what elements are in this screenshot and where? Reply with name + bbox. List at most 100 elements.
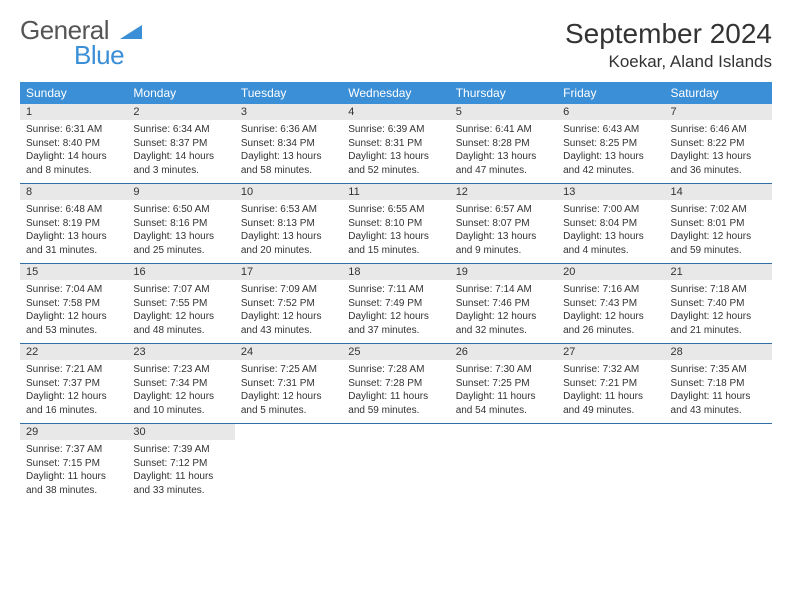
calendar-day: 10Sunrise: 6:53 AMSunset: 8:13 PMDayligh… [235,184,342,264]
day-details: Sunrise: 7:30 AMSunset: 7:25 PMDaylight:… [450,360,557,423]
day-number: 11 [342,184,449,200]
sunrise: Sunrise: 7:11 AM [348,283,443,297]
day-details: Sunrise: 7:37 AMSunset: 7:15 PMDaylight:… [20,440,127,503]
day-number: 17 [235,264,342,280]
day-number: 13 [557,184,664,200]
day-number: 23 [127,344,234,360]
sunrise: Sunrise: 7:04 AM [26,283,121,297]
weekday-header: Friday [557,82,664,104]
day-number: 30 [127,424,234,440]
day-details: Sunrise: 7:28 AMSunset: 7:28 PMDaylight:… [342,360,449,423]
day-number: 2 [127,104,234,120]
sunrise: Sunrise: 7:37 AM [26,443,121,457]
day-details: Sunrise: 7:14 AMSunset: 7:46 PMDaylight:… [450,280,557,343]
sunrise: Sunrise: 7:32 AM [563,363,658,377]
calendar-day: 13Sunrise: 7:00 AMSunset: 8:04 PMDayligh… [557,184,664,264]
calendar-day: 22Sunrise: 7:21 AMSunset: 7:37 PMDayligh… [20,344,127,424]
sunset: Sunset: 7:15 PM [26,457,121,471]
sunset: Sunset: 7:40 PM [671,297,766,311]
day-number: 5 [450,104,557,120]
day-details: Sunrise: 6:41 AMSunset: 8:28 PMDaylight:… [450,120,557,183]
sunset: Sunset: 7:31 PM [241,377,336,391]
day-details: Sunrise: 7:35 AMSunset: 7:18 PMDaylight:… [665,360,772,423]
day-number: 18 [342,264,449,280]
sunset: Sunset: 8:25 PM [563,137,658,151]
sunset: Sunset: 8:28 PM [456,137,551,151]
calendar-header-row: SundayMondayTuesdayWednesdayThursdayFrid… [20,82,772,104]
day-details: Sunrise: 6:39 AMSunset: 8:31 PMDaylight:… [342,120,449,183]
calendar-day: 4Sunrise: 6:39 AMSunset: 8:31 PMDaylight… [342,104,449,184]
day-details: Sunrise: 7:09 AMSunset: 7:52 PMDaylight:… [235,280,342,343]
sunset: Sunset: 8:10 PM [348,217,443,231]
day-details: Sunrise: 6:46 AMSunset: 8:22 PMDaylight:… [665,120,772,183]
day-details: Sunrise: 6:43 AMSunset: 8:25 PMDaylight:… [557,120,664,183]
daylight: Daylight: 13 hours and 47 minutes. [456,150,551,177]
calendar-day: 9Sunrise: 6:50 AMSunset: 8:16 PMDaylight… [127,184,234,264]
day-number: 19 [450,264,557,280]
sunset: Sunset: 7:12 PM [133,457,228,471]
calendar-day: 2Sunrise: 6:34 AMSunset: 8:37 PMDaylight… [127,104,234,184]
day-number: 22 [20,344,127,360]
daylight: Daylight: 13 hours and 4 minutes. [563,230,658,257]
calendar-day: 6Sunrise: 6:43 AMSunset: 8:25 PMDaylight… [557,104,664,184]
daylight: Daylight: 12 hours and 43 minutes. [241,310,336,337]
calendar-day: 12Sunrise: 6:57 AMSunset: 8:07 PMDayligh… [450,184,557,264]
sunset: Sunset: 8:07 PM [456,217,551,231]
sunrise: Sunrise: 6:43 AM [563,123,658,137]
daylight: Daylight: 13 hours and 58 minutes. [241,150,336,177]
calendar-day [557,424,664,504]
day-number: 7 [665,104,772,120]
sunset: Sunset: 8:16 PM [133,217,228,231]
sunset: Sunset: 7:58 PM [26,297,121,311]
calendar-day: 14Sunrise: 7:02 AMSunset: 8:01 PMDayligh… [665,184,772,264]
daylight: Daylight: 12 hours and 53 minutes. [26,310,121,337]
calendar-week: 15Sunrise: 7:04 AMSunset: 7:58 PMDayligh… [20,264,772,344]
day-details: Sunrise: 7:32 AMSunset: 7:21 PMDaylight:… [557,360,664,423]
calendar-day [235,424,342,504]
sunrise: Sunrise: 7:30 AM [456,363,551,377]
sunrise: Sunrise: 7:39 AM [133,443,228,457]
day-number: 28 [665,344,772,360]
sunrise: Sunrise: 6:36 AM [241,123,336,137]
day-number: 29 [20,424,127,440]
daylight: Daylight: 11 hours and 49 minutes. [563,390,658,417]
day-details: Sunrise: 6:50 AMSunset: 8:16 PMDaylight:… [127,200,234,263]
day-details: Sunrise: 7:00 AMSunset: 8:04 PMDaylight:… [557,200,664,263]
sunset: Sunset: 7:34 PM [133,377,228,391]
day-number: 8 [20,184,127,200]
calendar-day: 19Sunrise: 7:14 AMSunset: 7:46 PMDayligh… [450,264,557,344]
sunrise: Sunrise: 6:57 AM [456,203,551,217]
daylight: Daylight: 12 hours and 26 minutes. [563,310,658,337]
calendar-day: 11Sunrise: 6:55 AMSunset: 8:10 PMDayligh… [342,184,449,264]
day-number: 3 [235,104,342,120]
day-details: Sunrise: 6:57 AMSunset: 8:07 PMDaylight:… [450,200,557,263]
calendar-day: 8Sunrise: 6:48 AMSunset: 8:19 PMDaylight… [20,184,127,264]
sunrise: Sunrise: 7:09 AM [241,283,336,297]
calendar-day: 5Sunrise: 6:41 AMSunset: 8:28 PMDaylight… [450,104,557,184]
calendar-day: 16Sunrise: 7:07 AMSunset: 7:55 PMDayligh… [127,264,234,344]
sunrise: Sunrise: 7:14 AM [456,283,551,297]
day-number: 10 [235,184,342,200]
sunset: Sunset: 8:37 PM [133,137,228,151]
calendar-week: 29Sunrise: 7:37 AMSunset: 7:15 PMDayligh… [20,424,772,504]
day-details: Sunrise: 7:39 AMSunset: 7:12 PMDaylight:… [127,440,234,503]
calendar-day: 20Sunrise: 7:16 AMSunset: 7:43 PMDayligh… [557,264,664,344]
calendar-day: 3Sunrise: 6:36 AMSunset: 8:34 PMDaylight… [235,104,342,184]
daylight: Daylight: 13 hours and 9 minutes. [456,230,551,257]
brand-word2: Blue [74,43,142,68]
header: General Blue September 2024 Koekar, Alan… [20,18,772,72]
weekday-header: Monday [127,82,234,104]
day-details: Sunrise: 6:36 AMSunset: 8:34 PMDaylight:… [235,120,342,183]
sunset: Sunset: 7:55 PM [133,297,228,311]
calendar-week: 1Sunrise: 6:31 AMSunset: 8:40 PMDaylight… [20,104,772,184]
weekday-header: Wednesday [342,82,449,104]
daylight: Daylight: 12 hours and 59 minutes. [671,230,766,257]
calendar-day [342,424,449,504]
calendar-day: 7Sunrise: 6:46 AMSunset: 8:22 PMDaylight… [665,104,772,184]
calendar-day: 29Sunrise: 7:37 AMSunset: 7:15 PMDayligh… [20,424,127,504]
day-number: 12 [450,184,557,200]
sunset: Sunset: 8:40 PM [26,137,121,151]
sunset: Sunset: 8:34 PM [241,137,336,151]
daylight: Daylight: 13 hours and 20 minutes. [241,230,336,257]
daylight: Daylight: 13 hours and 42 minutes. [563,150,658,177]
